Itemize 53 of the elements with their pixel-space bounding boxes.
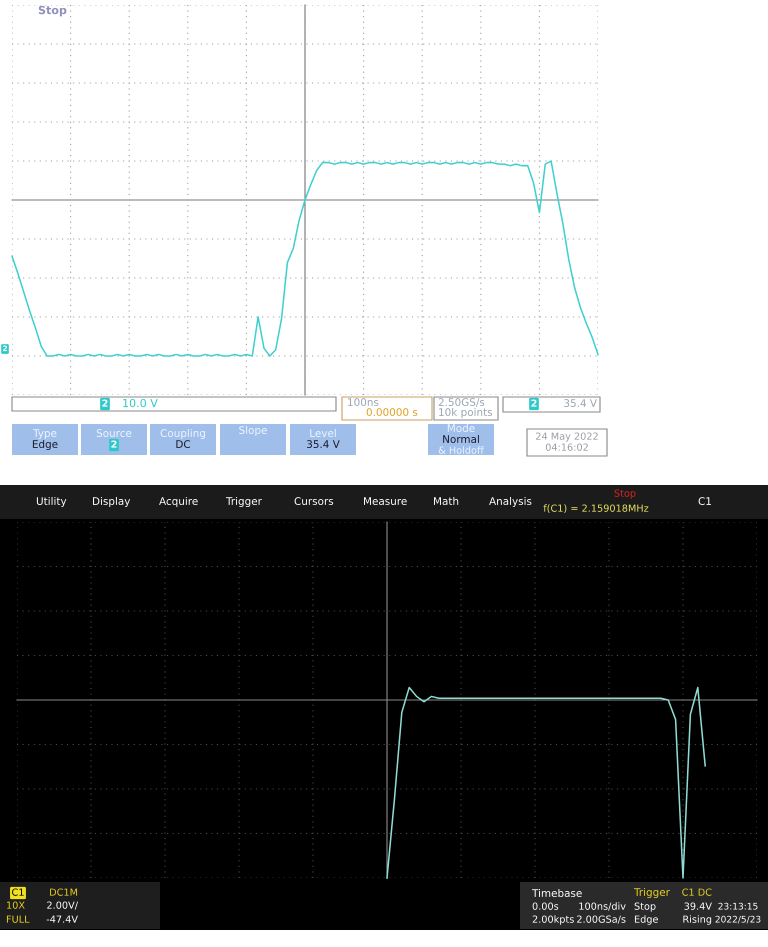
text: DC1M <box>50 888 78 896</box>
text: 100ns <box>348 398 378 406</box>
text: 23:13:15 <box>718 902 758 910</box>
text: -47.4V <box>46 916 78 923</box>
text: Stop <box>38 6 66 16</box>
text: Display <box>93 496 130 508</box>
text: Coupling <box>160 428 205 440</box>
text: 10k points <box>439 408 492 418</box>
text: C1 DC <box>682 888 712 896</box>
text: 35.4 V <box>306 440 340 448</box>
text: Trigger <box>226 496 262 508</box>
text: Cursors <box>294 497 334 506</box>
text: 35.4 V <box>564 399 597 408</box>
text: 2022/5/23 <box>716 916 760 924</box>
text: Utility <box>36 496 66 508</box>
text: 2 <box>102 399 108 407</box>
text: Mode <box>448 424 475 432</box>
text: 10.0 V <box>123 398 158 408</box>
text: 2 <box>531 399 537 407</box>
text: FULL <box>6 916 30 923</box>
text: 100ns/div <box>579 902 626 911</box>
text: 0.00000 s <box>366 408 418 416</box>
text: Trigger <box>634 888 670 898</box>
text: Math <box>434 496 458 506</box>
text: 2.00kpts <box>532 915 574 925</box>
text: C1 <box>12 888 24 896</box>
text: Analysis <box>489 496 532 508</box>
text: 24 May 2022 <box>536 432 598 442</box>
text: 2.50GS/s <box>438 398 484 407</box>
text: 2.00V/ <box>47 901 78 910</box>
text: DC <box>176 440 190 448</box>
text: Measure <box>364 497 407 506</box>
text: Timebase <box>532 888 582 898</box>
text: 0.00s <box>532 902 558 910</box>
text: 2.00GSa/s <box>577 915 626 924</box>
text: Stop <box>614 489 636 499</box>
text: C1 <box>698 497 711 506</box>
text: 39.4V <box>684 902 712 910</box>
text: Stop <box>634 902 656 912</box>
text: 2 <box>111 440 117 448</box>
text: Acquire <box>159 496 198 508</box>
text: Type <box>33 429 56 440</box>
text: & Holdoff <box>438 446 484 454</box>
text: Rising <box>683 915 712 925</box>
text: 10X <box>7 901 25 909</box>
text: Edge <box>32 440 58 450</box>
text: 04:16:02 <box>546 443 588 451</box>
text: f(C1) = 2.159018MHz <box>543 504 648 513</box>
text: Normal <box>443 434 479 444</box>
text: Level <box>310 428 336 438</box>
text: Slope <box>239 426 267 436</box>
text: Edge <box>634 915 658 925</box>
text: Source <box>96 429 132 438</box>
